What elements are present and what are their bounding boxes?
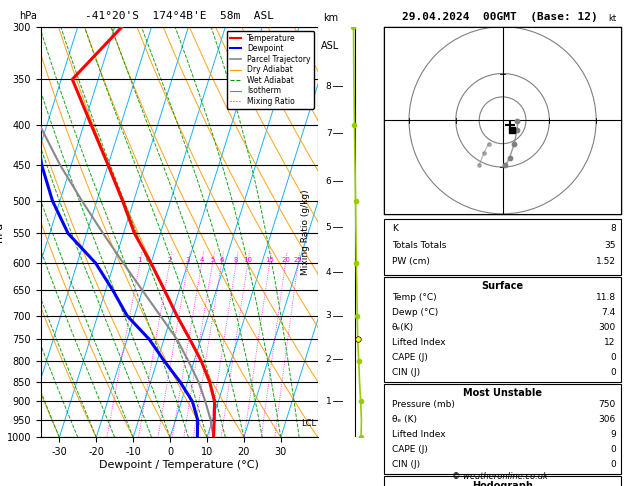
Text: Temp (°C): Temp (°C): [392, 294, 437, 302]
Text: Lifted Index: Lifted Index: [392, 431, 445, 439]
Text: ASL: ASL: [321, 41, 340, 51]
Text: 1.52: 1.52: [596, 257, 616, 266]
Bar: [384, 27, 621, 214]
Text: Lifted Index: Lifted Index: [392, 338, 445, 347]
Text: 2: 2: [326, 355, 331, 364]
Text: 1: 1: [138, 257, 142, 263]
Text: -41°20'S  174°4B'E  58m  ASL: -41°20'S 174°4B'E 58m ASL: [85, 11, 274, 20]
Text: CAPE (J): CAPE (J): [392, 353, 428, 362]
Text: θₑ (K): θₑ (K): [392, 416, 417, 424]
Text: Surface: Surface: [482, 281, 523, 292]
Text: © weatheronline.co.uk: © weatheronline.co.uk: [452, 472, 548, 481]
Text: 5: 5: [326, 223, 331, 232]
Text: 10: 10: [243, 257, 252, 263]
Text: 0: 0: [610, 353, 616, 362]
Text: 5: 5: [210, 257, 214, 263]
Text: Dewp (°C): Dewp (°C): [392, 309, 438, 317]
Text: 4: 4: [326, 268, 331, 277]
Text: CIN (J): CIN (J): [392, 460, 420, 469]
Text: 3: 3: [326, 311, 331, 320]
Bar: [384, 277, 621, 382]
Text: km: km: [323, 13, 338, 23]
Text: K: K: [392, 225, 398, 233]
Text: LCL: LCL: [301, 419, 316, 428]
Bar: [384, 219, 621, 275]
Text: Totals Totals: Totals Totals: [392, 241, 446, 250]
Text: 7: 7: [326, 129, 331, 138]
Text: 11.8: 11.8: [596, 294, 616, 302]
Text: θₑ(K): θₑ(K): [392, 323, 414, 332]
Text: 0: 0: [610, 368, 616, 377]
Text: PW (cm): PW (cm): [392, 257, 430, 266]
Text: 750: 750: [599, 400, 616, 409]
Text: Mixing Ratio (g/kg): Mixing Ratio (g/kg): [301, 189, 309, 275]
Text: 9: 9: [610, 431, 616, 439]
Bar: [384, 384, 621, 474]
Text: 0: 0: [610, 445, 616, 454]
Text: 25: 25: [294, 257, 303, 263]
Bar: [384, 476, 621, 486]
Text: CAPE (J): CAPE (J): [392, 445, 428, 454]
Text: 4: 4: [199, 257, 204, 263]
Text: hPa: hPa: [19, 11, 36, 20]
X-axis label: Dewpoint / Temperature (°C): Dewpoint / Temperature (°C): [99, 460, 259, 470]
Text: 35: 35: [604, 241, 616, 250]
Text: Hodograph: Hodograph: [472, 481, 533, 486]
Text: 12: 12: [604, 338, 616, 347]
Legend: Temperature, Dewpoint, Parcel Trajectory, Dry Adiabat, Wet Adiabat, Isotherm, Mi: Temperature, Dewpoint, Parcel Trajectory…: [226, 31, 314, 109]
Text: 29.04.2024  00GMT  (Base: 12): 29.04.2024 00GMT (Base: 12): [402, 12, 598, 22]
Text: 2: 2: [167, 257, 172, 263]
Text: 306: 306: [599, 416, 616, 424]
Text: Most Unstable: Most Unstable: [463, 388, 542, 399]
Text: 0: 0: [610, 460, 616, 469]
Text: 8: 8: [234, 257, 238, 263]
Text: 7.4: 7.4: [601, 309, 616, 317]
Text: 20: 20: [281, 257, 290, 263]
Text: 1: 1: [326, 397, 331, 406]
Y-axis label: hPa: hPa: [0, 222, 4, 242]
Text: 6: 6: [326, 177, 331, 186]
Text: 3: 3: [186, 257, 191, 263]
Text: 8: 8: [326, 82, 331, 90]
Text: 6: 6: [220, 257, 224, 263]
Text: Pressure (mb): Pressure (mb): [392, 400, 455, 409]
Text: 8: 8: [610, 225, 616, 233]
Text: 300: 300: [599, 323, 616, 332]
Text: 15: 15: [265, 257, 274, 263]
Text: CIN (J): CIN (J): [392, 368, 420, 377]
